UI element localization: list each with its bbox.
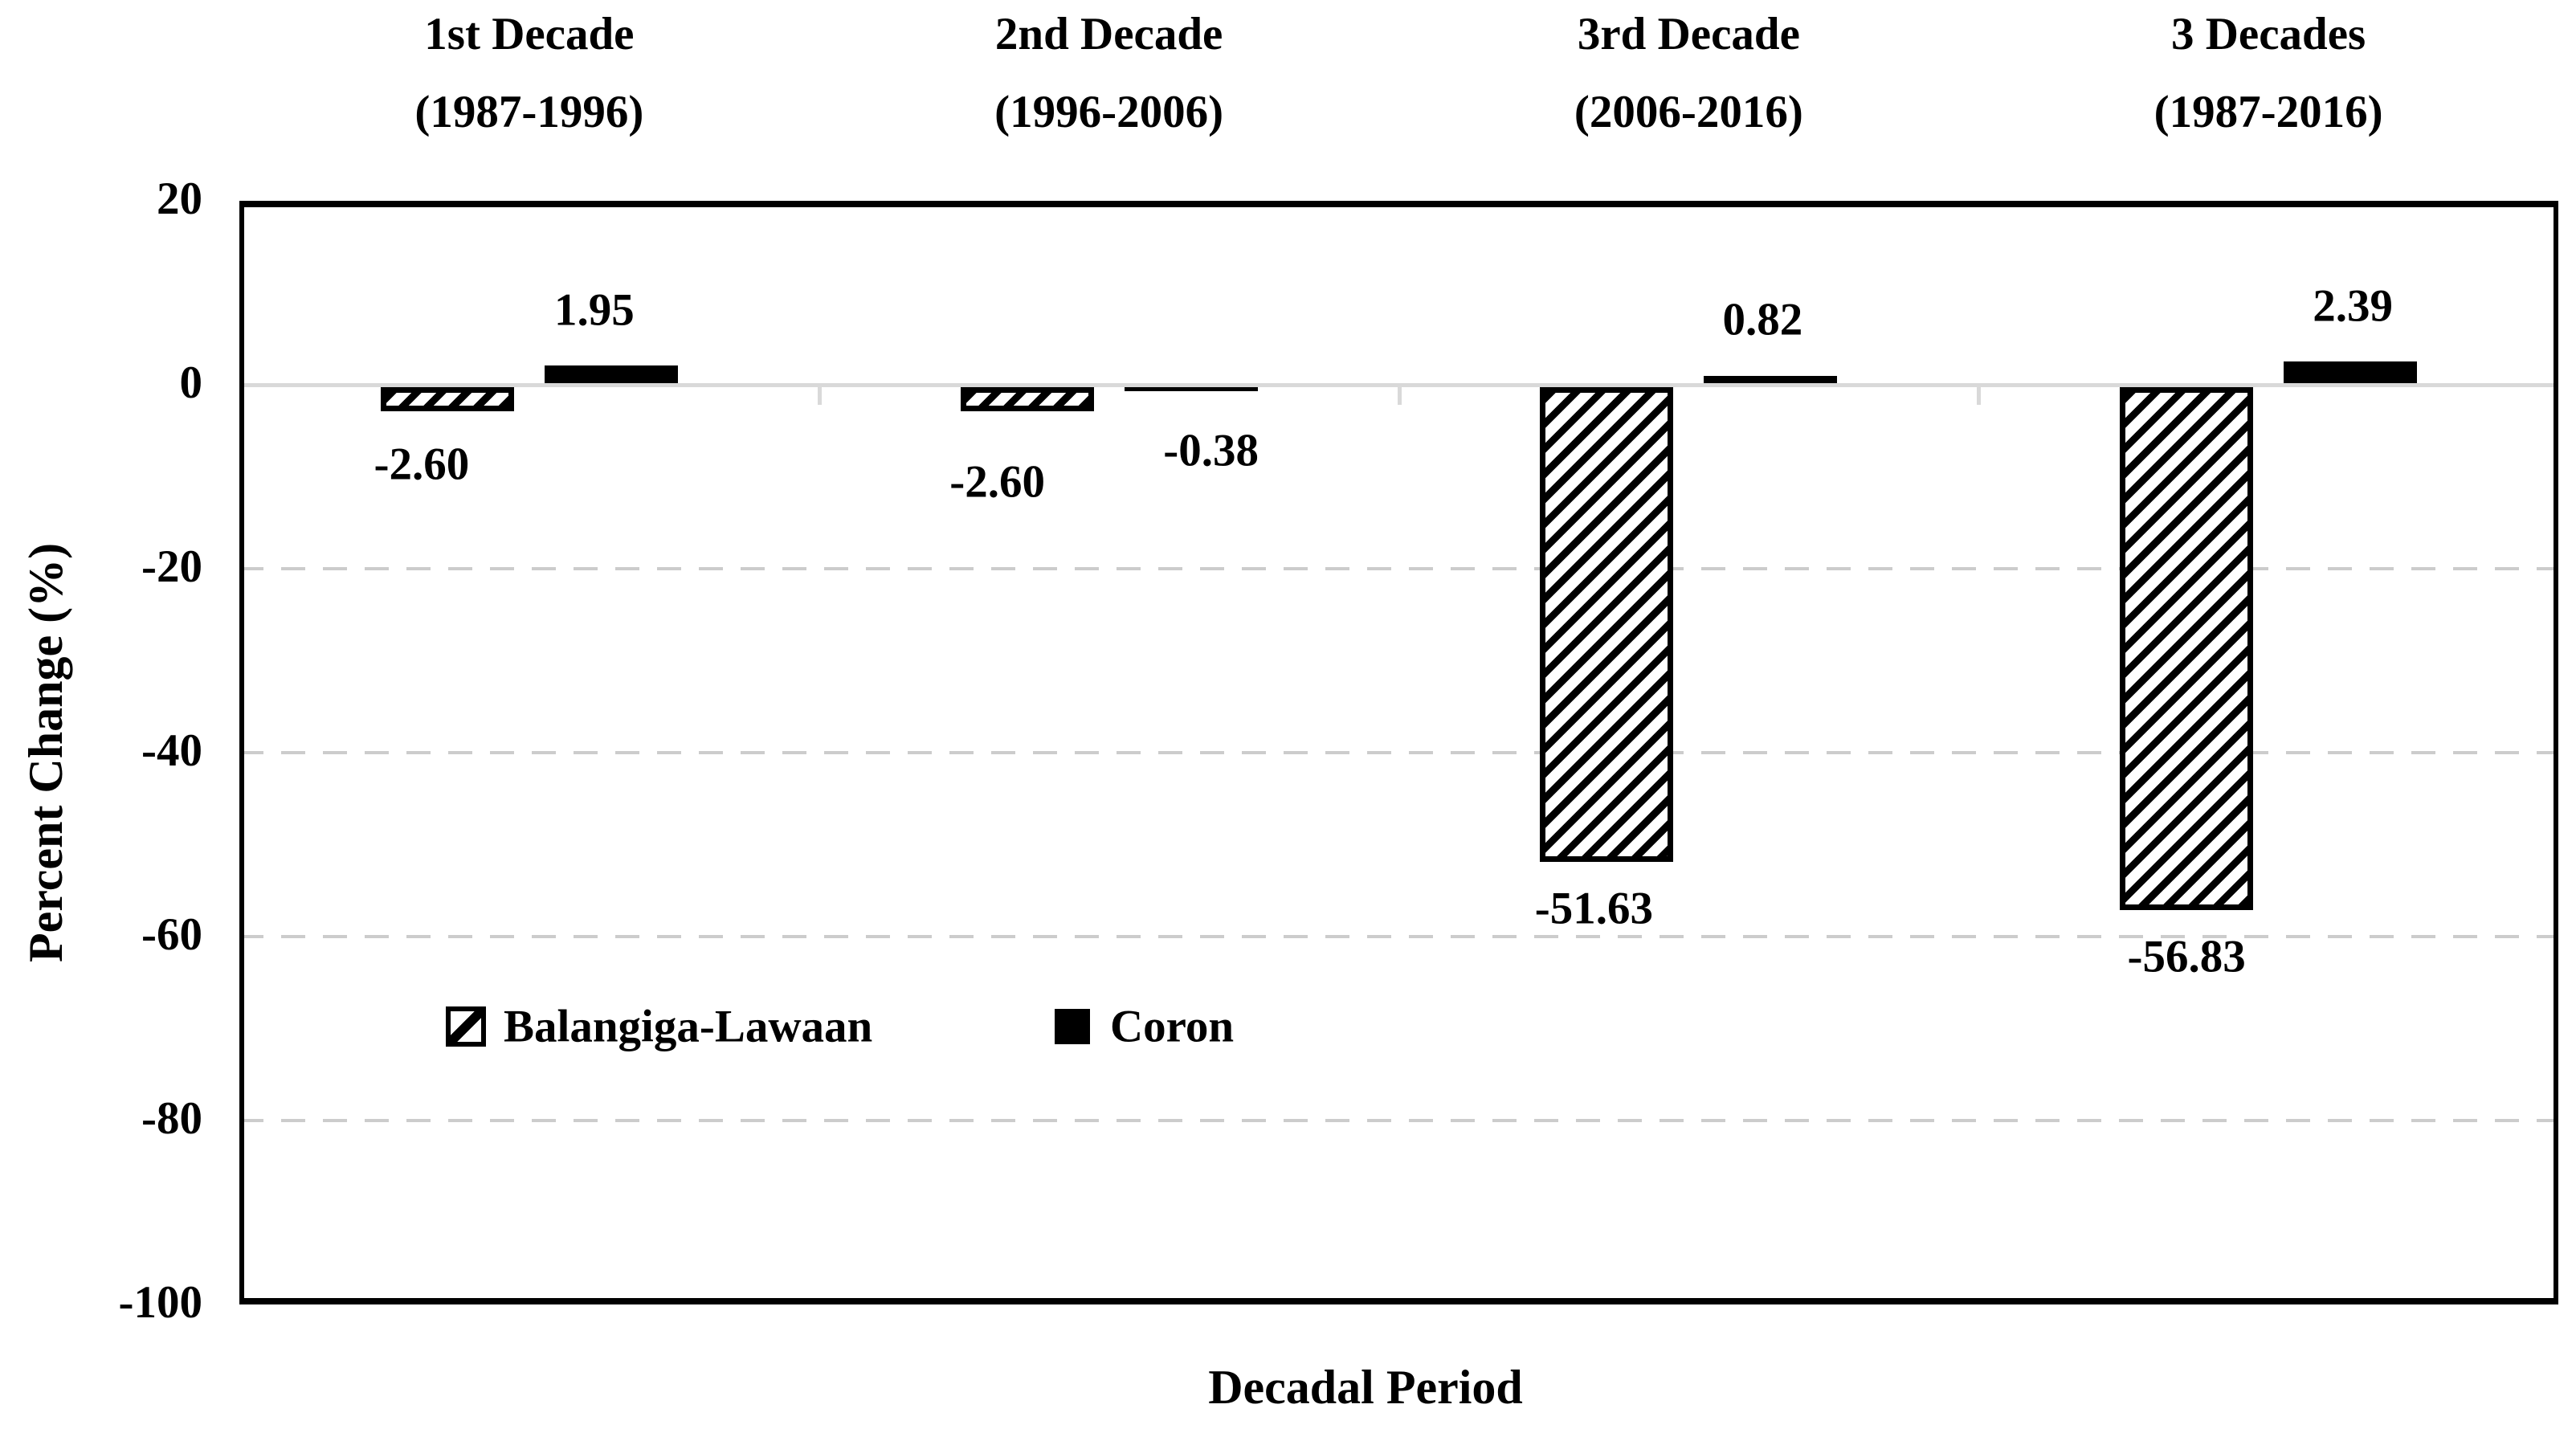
y-tick-label--80: -80	[141, 1093, 202, 1145]
category-header-3rd-decade: 3rd Decade (2006-2016)	[1398, 0, 1978, 151]
x-axis-title: Decadal Period	[1208, 1361, 1523, 1414]
legend-label-coron: Coron	[1110, 1001, 1235, 1052]
category-header-line2: (1996-2006)	[994, 87, 1224, 137]
category-header-line1: 3rd Decade	[1577, 9, 1800, 59]
category-boundary-tick-1	[817, 387, 822, 405]
value-label-coron-2nd-decade: -0.38	[1163, 425, 1259, 476]
category-header-line2: (1987-2016)	[2153, 87, 2383, 137]
bar-balangiga-lawaan-3rd-decade	[1540, 387, 1674, 863]
bar-balangiga-lawaan-3-decades	[2120, 387, 2254, 910]
gridline--80	[239, 1119, 2558, 1122]
y-tick-label--100: -100	[118, 1277, 202, 1329]
category-boundary-tick-3	[1977, 387, 1982, 405]
category-header-1st-decade: 1st Decade (1987-1996)	[239, 0, 819, 151]
category-header-line1: 3 Decades	[2171, 9, 2366, 59]
y-tick-label--20: -20	[141, 541, 202, 593]
bar-balangiga-lawaan-1st-decade	[380, 387, 514, 411]
bar-coron-2nd-decade	[1124, 387, 1258, 391]
value-label-balangiga-lawaan-2nd-decade: -2.60	[949, 456, 1045, 508]
legend-swatch-balangiga-lawaan	[446, 1006, 486, 1047]
zero-axis-line	[239, 383, 2558, 387]
y-tick-label--40: -40	[141, 725, 202, 777]
category-header-3-decades: 3 Decades (1987-2016)	[1978, 0, 2558, 151]
value-label-coron-1st-decade: 1.95	[554, 284, 635, 336]
y-tick-label--60: -60	[141, 909, 202, 961]
gridline--20	[239, 567, 2558, 570]
y-tick-label-0: 0	[179, 357, 203, 409]
value-label-balangiga-lawaan-1st-decade: -2.60	[374, 439, 470, 490]
category-header-2nd-decade: 2nd Decade (1996-2006)	[819, 0, 1399, 151]
value-label-balangiga-lawaan-3-decades: -56.83	[2127, 931, 2246, 982]
legend-swatch-coron	[1055, 1009, 1090, 1044]
plot-area-border	[239, 201, 2558, 1304]
category-header-line1: 2nd Decade	[994, 9, 1223, 59]
bar-coron-3-decades	[2284, 361, 2418, 383]
category-header-line1: 1st Decade	[424, 9, 635, 59]
category-header-line2: (2006-2016)	[1574, 87, 1803, 137]
bar-balangiga-lawaan-2nd-decade	[960, 387, 1094, 411]
value-label-balangiga-lawaan-3rd-decade: -51.63	[1534, 883, 1653, 934]
category-header-line2: (1987-1996)	[414, 87, 644, 137]
bar-coron-1st-decade	[544, 365, 678, 383]
legend-label-balangiga-lawaan: Balangiga-Lawaan	[504, 1001, 873, 1052]
gridline--40	[239, 751, 2558, 754]
value-label-coron-3-decades: 2.39	[2313, 280, 2393, 332]
y-tick-label-20: 20	[157, 174, 202, 225]
category-boundary-tick-2	[1397, 387, 1402, 405]
gridline--60	[239, 935, 2558, 938]
bar-coron-3rd-decade	[1704, 375, 1838, 383]
value-label-coron-3rd-decade: 0.82	[1722, 294, 1803, 345]
